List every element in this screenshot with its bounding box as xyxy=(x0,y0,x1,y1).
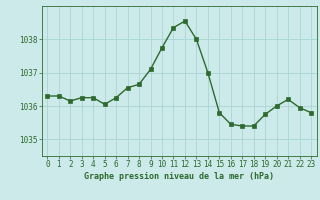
X-axis label: Graphe pression niveau de la mer (hPa): Graphe pression niveau de la mer (hPa) xyxy=(84,172,274,181)
